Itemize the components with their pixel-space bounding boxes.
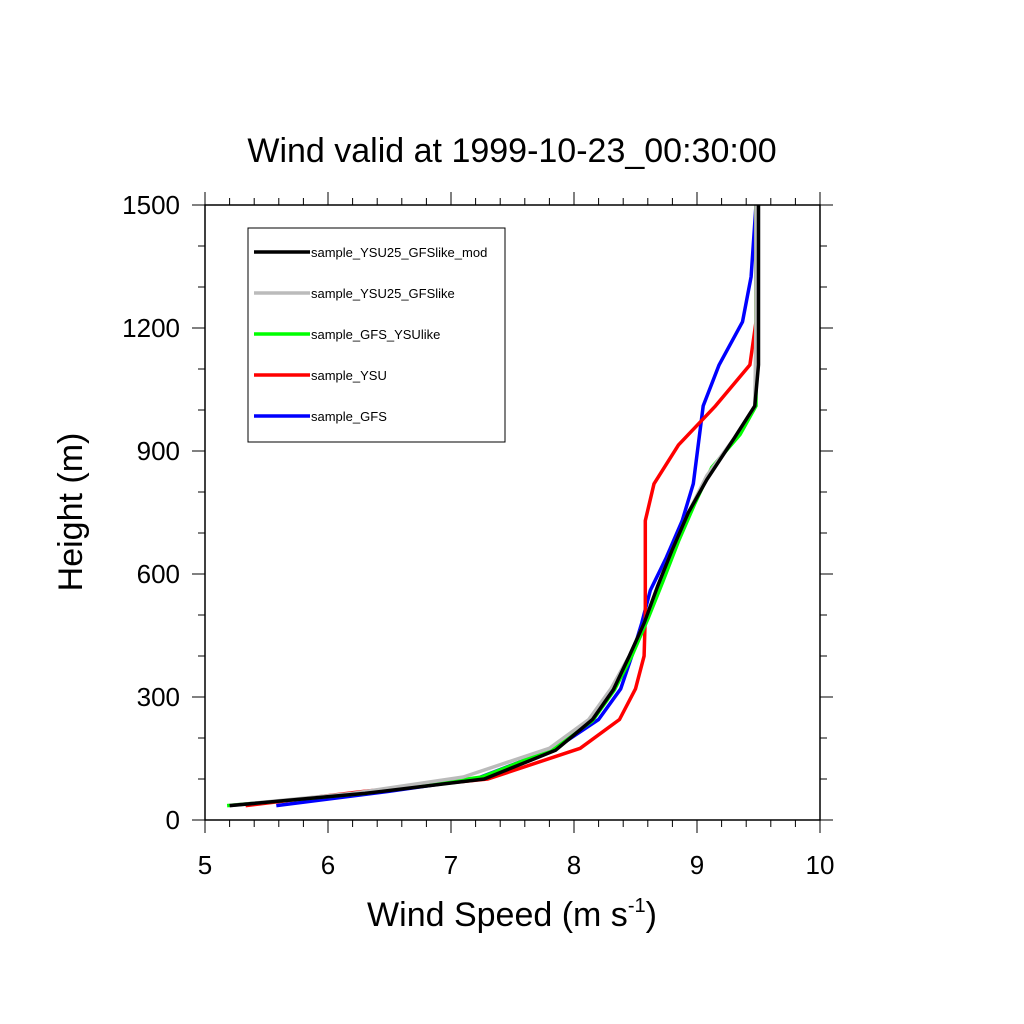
y-tick-label: 1200	[122, 313, 180, 343]
legend-label: sample_YSU25_GFSlike	[311, 286, 455, 301]
x-axis-label-close: )	[646, 896, 657, 934]
x-axis-label: Wind Speed (m s-1)	[367, 895, 657, 934]
series-line-sample_GFS_YSUlike	[226, 205, 758, 808]
series-line-sample_YSU	[245, 205, 758, 808]
y-tick-label: 1500	[122, 190, 180, 220]
y-axis-label: Height (m)	[52, 433, 90, 592]
chart-title: Wind valid at 1999-10-23_00:30:00	[247, 132, 776, 170]
legend-label: sample_YSU	[311, 368, 387, 383]
y-tick-label: 300	[137, 682, 180, 712]
legend: sample_YSU25_GFSlike_mod sample_YSU25_GFS…	[247, 227, 506, 443]
x-tick-label: 8	[567, 850, 581, 880]
x-tick-label: 7	[444, 850, 458, 880]
legend-label: sample_GFS_YSUlike	[311, 327, 440, 342]
y-tick-label: 0	[166, 805, 180, 835]
x-tick-label: 5	[198, 850, 212, 880]
y-tick-label: 900	[137, 436, 180, 466]
x-tick-label: 10	[806, 850, 835, 880]
series-line-sample_YSU25_GFSlike_mod	[229, 205, 761, 808]
x-tick-label: 6	[321, 850, 335, 880]
series-lines	[226, 204, 761, 808]
x-axis-label-main: Wind Speed (m s	[367, 896, 628, 934]
x-axis-label-exponent: -1	[628, 895, 646, 917]
tick-labels: 5 6 7 8 9 10 0 300 600 900 1200 1500	[122, 190, 834, 880]
x-tick-label: 9	[690, 850, 704, 880]
axis-ticks	[192, 192, 833, 833]
y-tick-label: 600	[137, 559, 180, 589]
legend-label: sample_GFS	[311, 409, 387, 424]
legend-label: sample_YSU25_GFSlike_mod	[311, 245, 487, 260]
plot-frame	[204, 204, 821, 821]
